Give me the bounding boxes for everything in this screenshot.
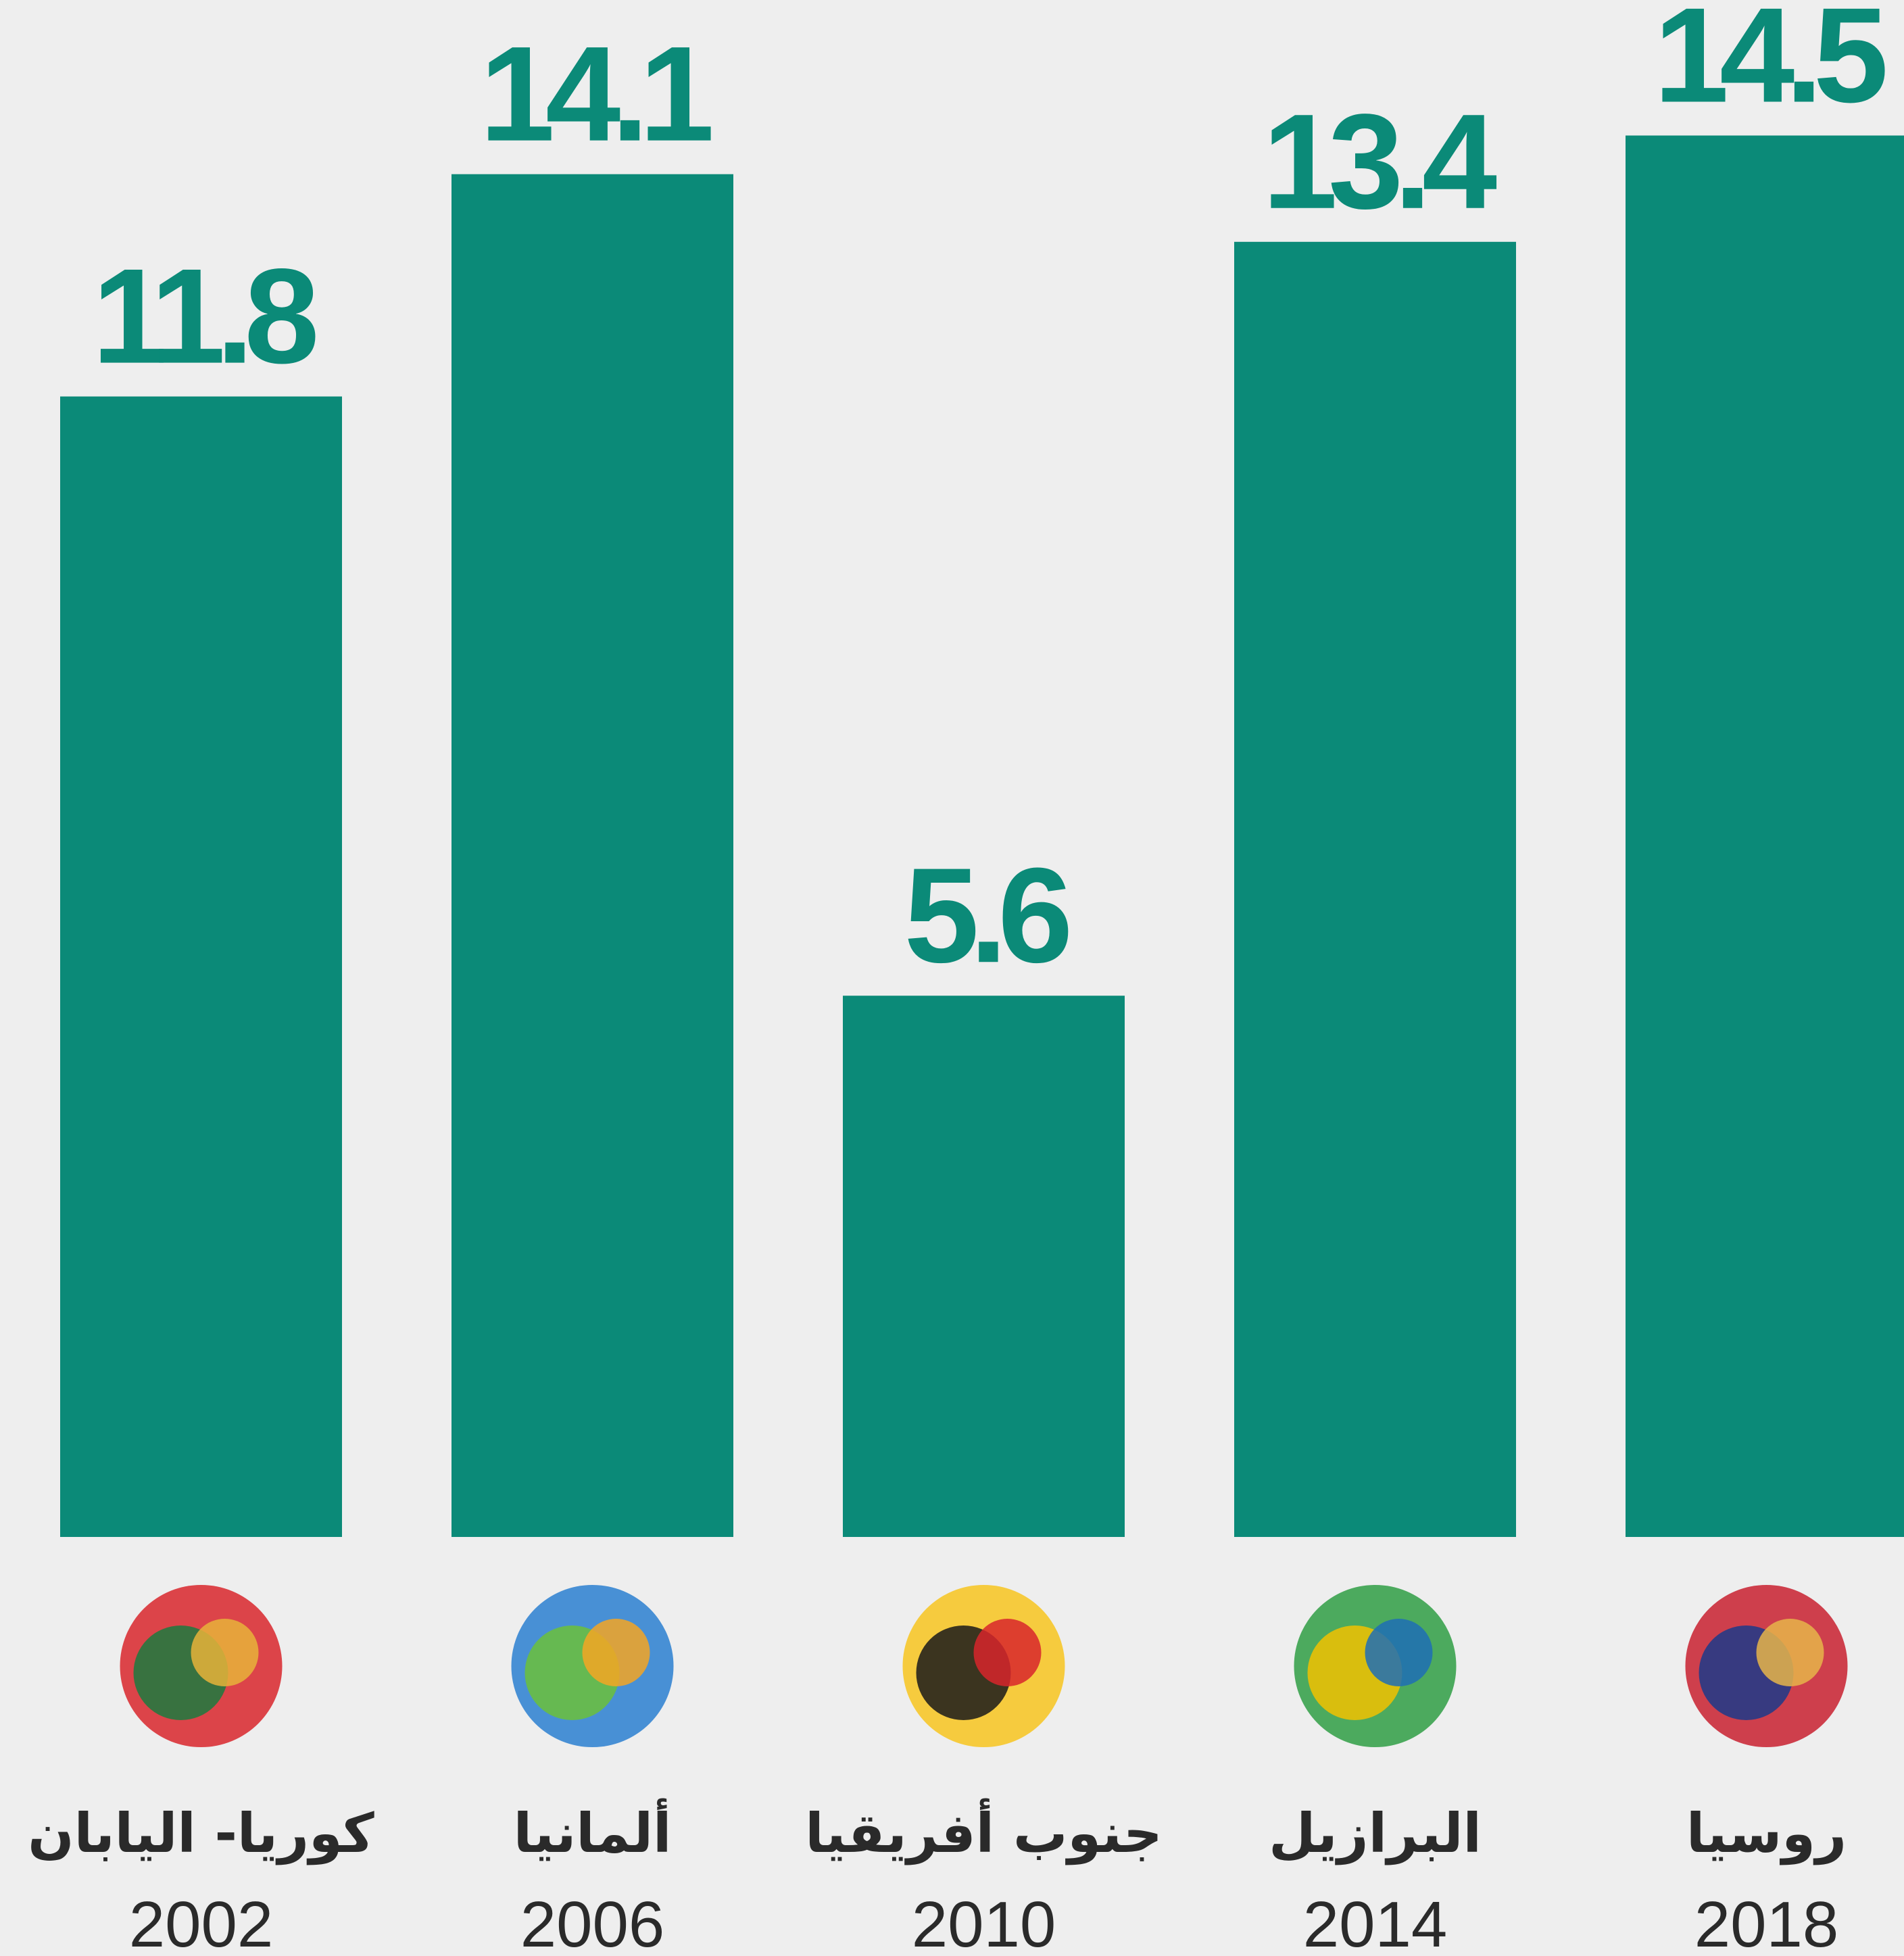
logo bbox=[511, 1585, 674, 1747]
category-label: ألمانيا bbox=[514, 1799, 672, 1865]
bar bbox=[60, 396, 342, 1537]
year-label: 2018 bbox=[1694, 1888, 1839, 1956]
bar bbox=[1626, 135, 1904, 1537]
logo-shape bbox=[191, 1619, 259, 1686]
value-label: 14.5 bbox=[1654, 0, 1885, 131]
year-label: 2002 bbox=[129, 1888, 274, 1956]
bar bbox=[451, 174, 733, 1538]
bar bbox=[1234, 241, 1516, 1537]
year-label: 2014 bbox=[1303, 1888, 1448, 1956]
logo-shape bbox=[1756, 1619, 1824, 1686]
value-label: 5.6 bbox=[904, 840, 1068, 991]
category-label: البرازيل bbox=[1269, 1802, 1482, 1865]
year-label: 2006 bbox=[520, 1888, 665, 1956]
logo bbox=[902, 1585, 1065, 1747]
category-label: جنوب أفريقيا bbox=[805, 1799, 1163, 1865]
bar bbox=[843, 996, 1125, 1537]
logo-shape bbox=[582, 1619, 650, 1686]
category-label: كوريا- اليابان bbox=[28, 1802, 374, 1865]
logo bbox=[1294, 1585, 1457, 1747]
logo bbox=[120, 1585, 283, 1747]
value-label: 13.4 bbox=[1263, 87, 1497, 237]
value-label: 14.1 bbox=[480, 19, 711, 170]
year-label: 2010 bbox=[912, 1888, 1056, 1956]
value-label: 11.8 bbox=[92, 241, 316, 392]
logo bbox=[1685, 1585, 1848, 1747]
logo-shape bbox=[973, 1619, 1042, 1686]
category-label: روسيا bbox=[1686, 1802, 1847, 1865]
logo-shape bbox=[1365, 1619, 1433, 1686]
